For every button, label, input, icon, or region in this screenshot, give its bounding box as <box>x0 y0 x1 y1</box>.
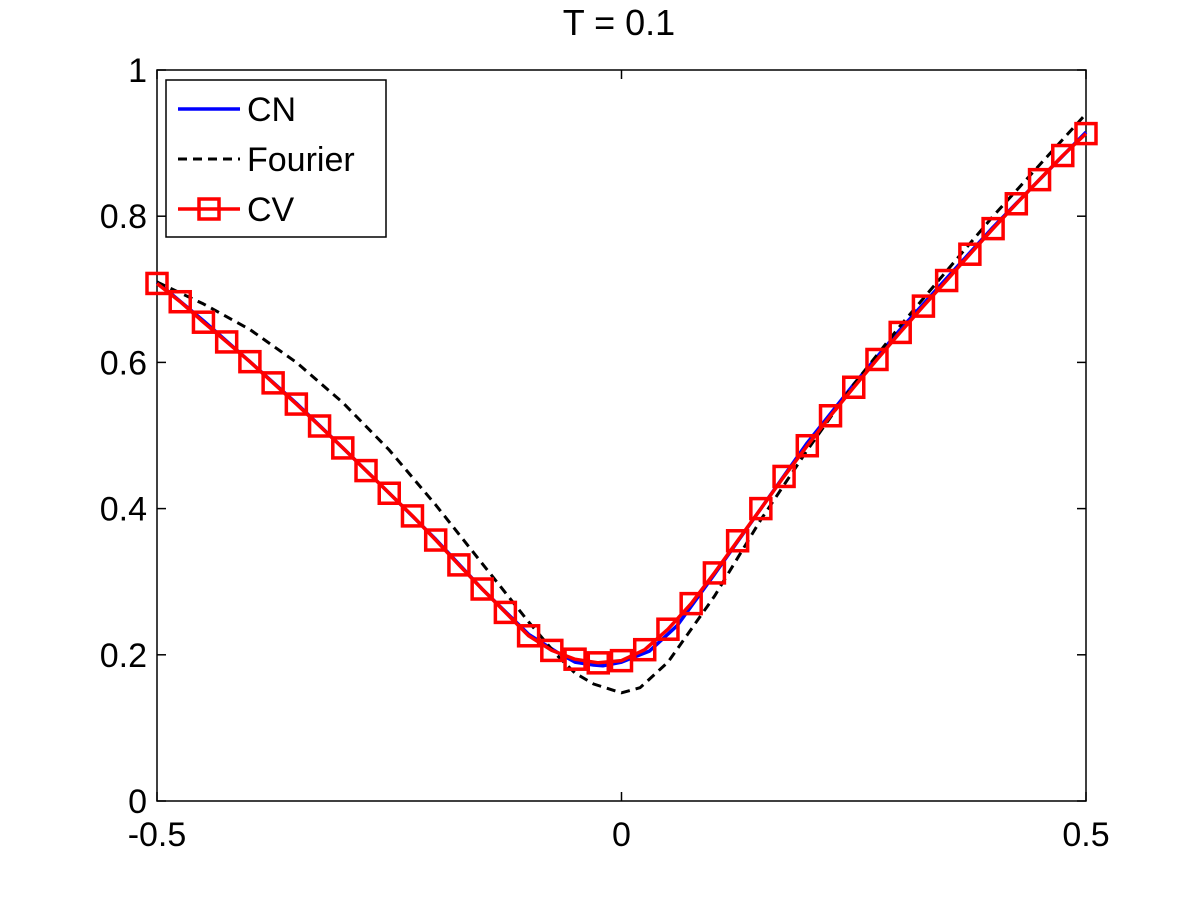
y-tick-label: 1 <box>128 52 147 90</box>
y-tick-label: 0.8 <box>100 198 147 236</box>
cv-point <box>958 242 982 266</box>
cv-point <box>470 577 494 601</box>
cv-point <box>865 347 889 372</box>
legend-label-fourier: Fourier <box>247 141 355 179</box>
cv-point <box>609 648 634 673</box>
y-tick-label: 0 <box>128 783 147 821</box>
cv-point <box>725 529 750 553</box>
cv-point <box>934 268 959 293</box>
cv-point <box>632 637 657 662</box>
axis-ticks: -0.5 0 0.500.20.40.60.81 <box>100 52 1110 854</box>
cv-point <box>493 600 518 625</box>
x-tick-label: 0.5 <box>1062 816 1109 854</box>
cv-point <box>1051 143 1075 168</box>
cv-point <box>145 271 169 296</box>
cv-point <box>772 464 796 489</box>
legend-box <box>165 79 387 238</box>
cv-point <box>656 617 680 641</box>
cv-point <box>516 624 541 648</box>
chart-title: T = 0.1 <box>563 2 675 43</box>
cv-point <box>818 404 843 428</box>
cv-point <box>191 310 216 334</box>
series-layer <box>145 112 1098 695</box>
cv-point <box>842 375 866 400</box>
cv-point <box>423 528 448 552</box>
y-tick-label: 0.6 <box>100 344 147 382</box>
legend-items: CN Fourier CV <box>178 91 355 229</box>
cv-point <box>911 294 936 318</box>
cv-point <box>702 561 727 585</box>
cv-point <box>795 433 820 458</box>
series-cv <box>145 121 1098 675</box>
cv-point <box>331 436 355 460</box>
cv-point <box>563 647 587 671</box>
x-tick-label: 0 <box>612 816 631 854</box>
cv-point <box>1074 121 1098 146</box>
cv-point <box>307 414 332 438</box>
cv-point <box>888 320 912 345</box>
cv-point <box>400 504 425 528</box>
cv-point <box>168 289 192 314</box>
legend-marker-cv <box>197 197 221 221</box>
x-tick-label: -0.5 <box>128 816 187 854</box>
legend: CN Fourier CV <box>165 79 387 238</box>
cv-point <box>981 216 1005 241</box>
y-tick-label: 0.2 <box>100 637 147 675</box>
cv-point <box>1004 192 1029 216</box>
cv-point <box>586 651 611 675</box>
cv-point <box>261 371 285 395</box>
cv-point <box>238 349 262 374</box>
cv-point <box>447 553 471 577</box>
cv-point <box>679 591 703 616</box>
legend-label-cn: CN <box>247 91 296 129</box>
cv-point <box>354 458 378 483</box>
cv-point <box>749 496 773 521</box>
cv-point <box>284 392 309 416</box>
series-fourier <box>156 112 1088 695</box>
fourier-line <box>156 112 1088 695</box>
y-tick-label: 0.4 <box>100 491 147 529</box>
legend-label-cv: CV <box>247 191 295 229</box>
cv-point <box>1027 167 1052 192</box>
cv-point <box>214 330 239 354</box>
cv-point <box>377 481 401 505</box>
cv-point <box>540 638 564 663</box>
